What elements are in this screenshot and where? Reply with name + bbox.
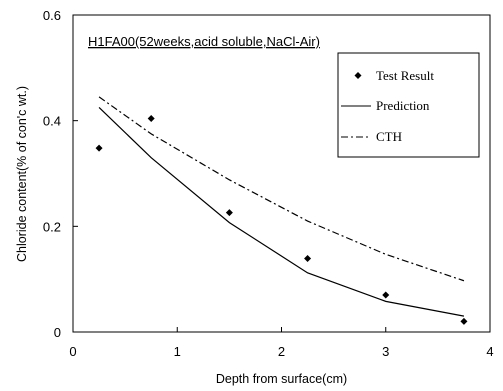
data-point-test-result [147,115,155,123]
x-tick-label: 0 [69,344,76,359]
data-point-test-result [225,209,233,217]
x-axis-title: Depth from surface(cm) [216,372,347,386]
x-tick-label: 3 [382,344,389,359]
y-tick-label: 0.4 [43,114,61,129]
legend-label-prediction: Prediction [376,98,430,113]
x-tick-label: 4 [486,344,493,359]
series-markers [95,115,468,325]
series-line-cth [98,96,465,282]
legend-marker-test-result [354,72,362,79]
chart-title: H1FA00(52weeks,acid soluble,NaCl-Air) [88,34,320,49]
data-point-test-result [304,255,312,263]
y-tick-label: 0.2 [43,219,61,234]
data-point-test-result [95,144,103,152]
x-axis-ticks: 0 1 2 3 4 [69,327,494,359]
series-line-prediction [98,107,465,317]
y-axis-ticks: 0 0.2 0.4 0.6 [43,8,78,340]
y-tick-label: 0 [54,325,61,340]
series-lines [98,96,465,317]
data-point-test-result [382,291,390,299]
legend: Test Result Prediction CTH [337,52,480,158]
x-tick-label: 2 [278,344,285,359]
legend-label-cth: CTH [376,129,402,144]
data-point-test-result [460,317,468,325]
y-axis-title: Chloride content(% of con'c wt.) [15,86,29,262]
legend-box [337,52,480,158]
legend-label-test-result: Test Result [376,68,434,83]
x-tick-label: 1 [174,344,181,359]
y-tick-label: 0.6 [43,8,61,23]
